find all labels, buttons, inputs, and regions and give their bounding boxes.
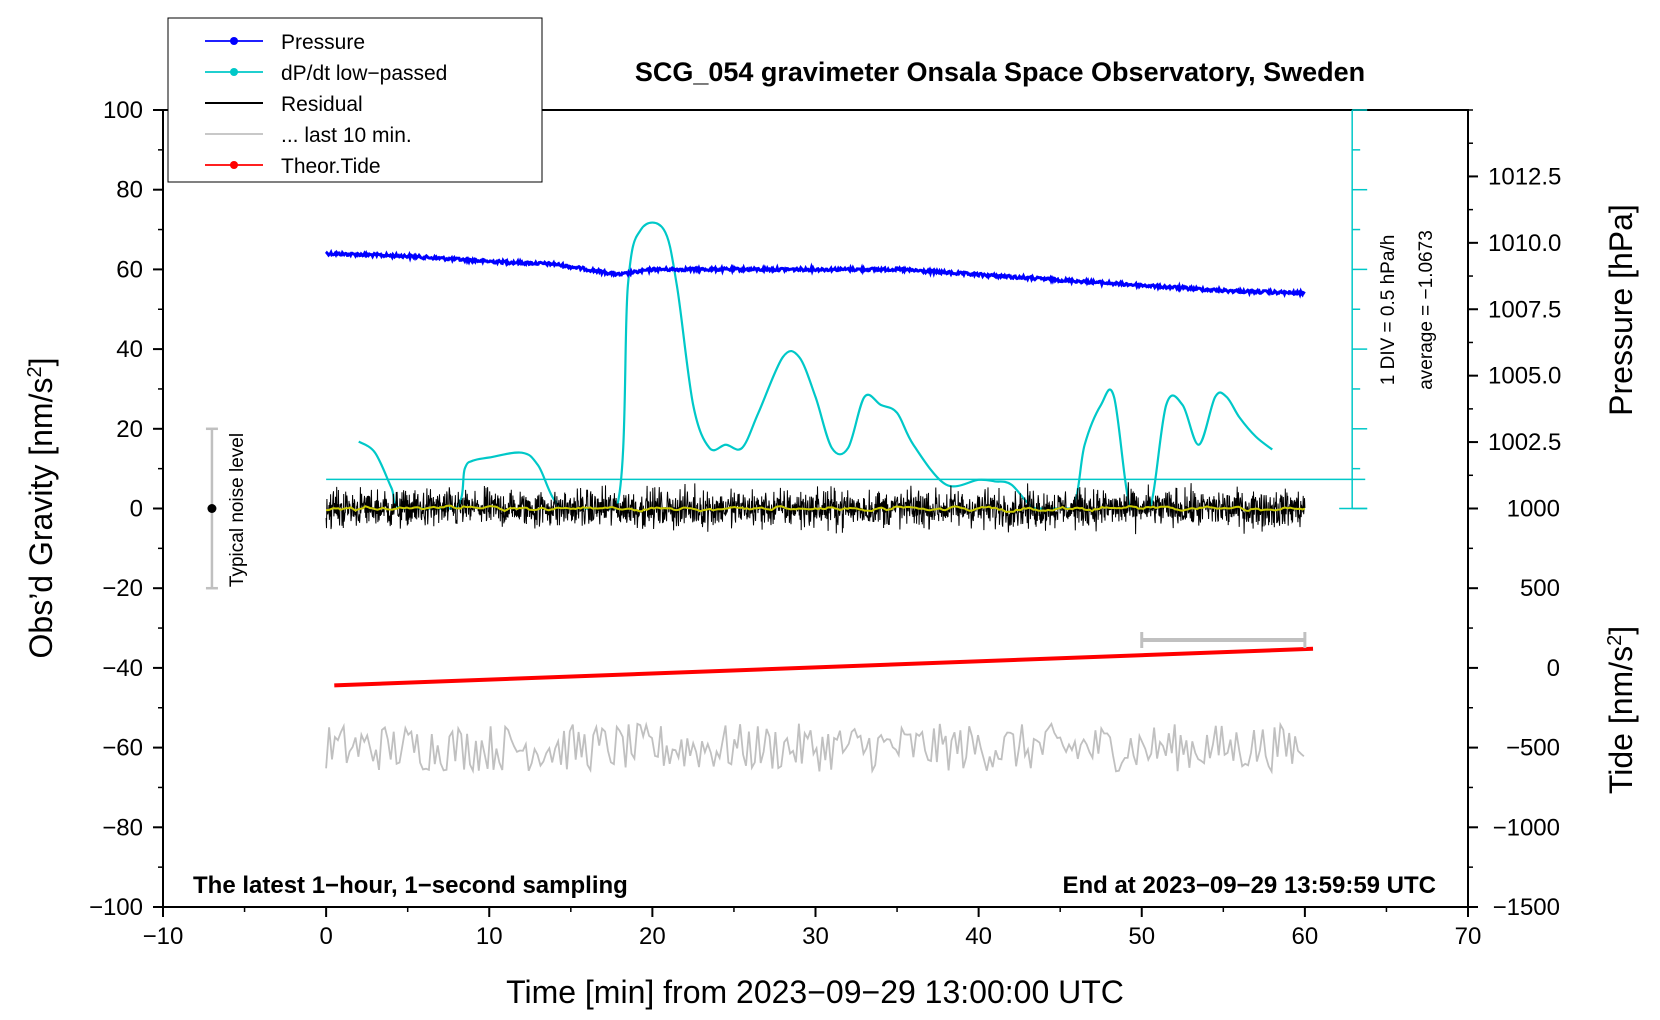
last-10-min-line [325, 721, 1305, 775]
y-tick-label: −40 [102, 655, 143, 682]
y-axis-title-pressure: Pressure [hPa] [1603, 204, 1639, 416]
legend-label: Pressure [281, 31, 365, 54]
residual-smoothed-line [326, 504, 1306, 514]
dpdt-line [358, 221, 1273, 510]
legend-label: Theor.Tide [281, 155, 381, 178]
annotations [205, 427, 1307, 649]
bottom-right-note: End at 2023−09−29 13:59:59 UTC [1062, 872, 1436, 899]
x-tick-label: −10 [143, 923, 184, 950]
pressure-tick-label: 1012.5 [1488, 163, 1561, 190]
legend-swatch-marker [230, 37, 238, 45]
pressure-tick-label: 1007.5 [1488, 296, 1561, 323]
tide-tick-label: −500 [1506, 735, 1560, 762]
x-tick-label: 10 [476, 923, 503, 950]
x-tick-label: 30 [802, 923, 829, 950]
legend-swatch-marker [230, 161, 238, 169]
tide-tick-label: 0 [1547, 655, 1560, 682]
chart-title: SCG_054 gravimeter Onsala Space Observat… [635, 57, 1365, 87]
y-tick-label: 40 [116, 336, 143, 363]
last-10-min-series [325, 721, 1305, 775]
y-tick-label: 80 [116, 177, 143, 204]
x-tick-label: 40 [965, 923, 992, 950]
legend-box [167, 17, 543, 183]
pressure-axis-ticks: 1012.5 1010.0 1007.5 1005.0 1002.5 [1468, 109, 1561, 477]
y-tick-label: 20 [116, 416, 143, 443]
legend: Pressure dP/dt low−passed Residual ... last… [167, 17, 543, 183]
bottom-left-note: The latest 1−hour, 1−second sampling [193, 872, 628, 899]
tide-axis-ticks: 1000 500 0 −500 −1000 −1500 [1468, 496, 1560, 921]
legend-label: ... last 10 min. [281, 124, 412, 147]
legend-swatch-marker [230, 68, 238, 76]
tide-series [334, 646, 1314, 688]
pressure-tick-label: 1010.0 [1488, 230, 1561, 257]
y-axis-title-tide: Tide [nm/s2] [1603, 626, 1639, 794]
pressure-tick-label: 1005.0 [1488, 363, 1561, 390]
y-tick-label: −60 [102, 735, 143, 762]
residual-series [325, 482, 1306, 535]
x-tick-label: 20 [639, 923, 666, 950]
tide-tick-label: 500 [1520, 575, 1560, 602]
dpdt-average-label: average = −1.0673 [1416, 230, 1437, 390]
tide-line [334, 646, 1314, 688]
x-axis-ticks: −10 0 10 20 30 40 50 60 70 [143, 907, 1482, 950]
pressure-series [324, 248, 1306, 299]
pressure-line [324, 248, 1306, 299]
tide-tick-label: 1000 [1507, 496, 1560, 523]
y-tick-label: 100 [103, 97, 143, 124]
tide-tick-label: −1000 [1493, 814, 1560, 841]
legend-label: dP/dt low−passed [281, 62, 447, 85]
y-tick-label: 60 [116, 256, 143, 283]
y-tick-label: −20 [102, 575, 143, 602]
dpdt-scale-label: 1 DIV = 0.5 hPa/h [1378, 235, 1399, 386]
dpdt-series [326, 109, 1368, 510]
x-tick-label: 50 [1128, 923, 1155, 950]
y-axis-title-gravity: Obs’d Gravity [nm/s2] [23, 358, 59, 659]
x-tick-label: 60 [1292, 923, 1319, 950]
x-tick-label: 70 [1455, 923, 1482, 950]
x-tick-label: 0 [319, 923, 332, 950]
pressure-tick-label: 1002.5 [1488, 429, 1561, 456]
y-tick-label: −80 [102, 814, 143, 841]
noise-level-label: Typical noise level [227, 433, 248, 587]
legend-label: Residual [281, 93, 363, 116]
y-tick-label: 0 [130, 496, 143, 523]
x-axis-title: Time [min] from 2023−09−29 13:00:00 UTC [506, 974, 1124, 1010]
y-axis-ticks: 100 80 60 40 20 0 −20 −40 −60 −80 −100 [89, 97, 163, 921]
y-tick-label: −100 [89, 894, 143, 921]
noise-bar-center-dot [207, 504, 217, 513]
residual-line [325, 482, 1306, 535]
tide-tick-label: −1500 [1493, 894, 1560, 921]
